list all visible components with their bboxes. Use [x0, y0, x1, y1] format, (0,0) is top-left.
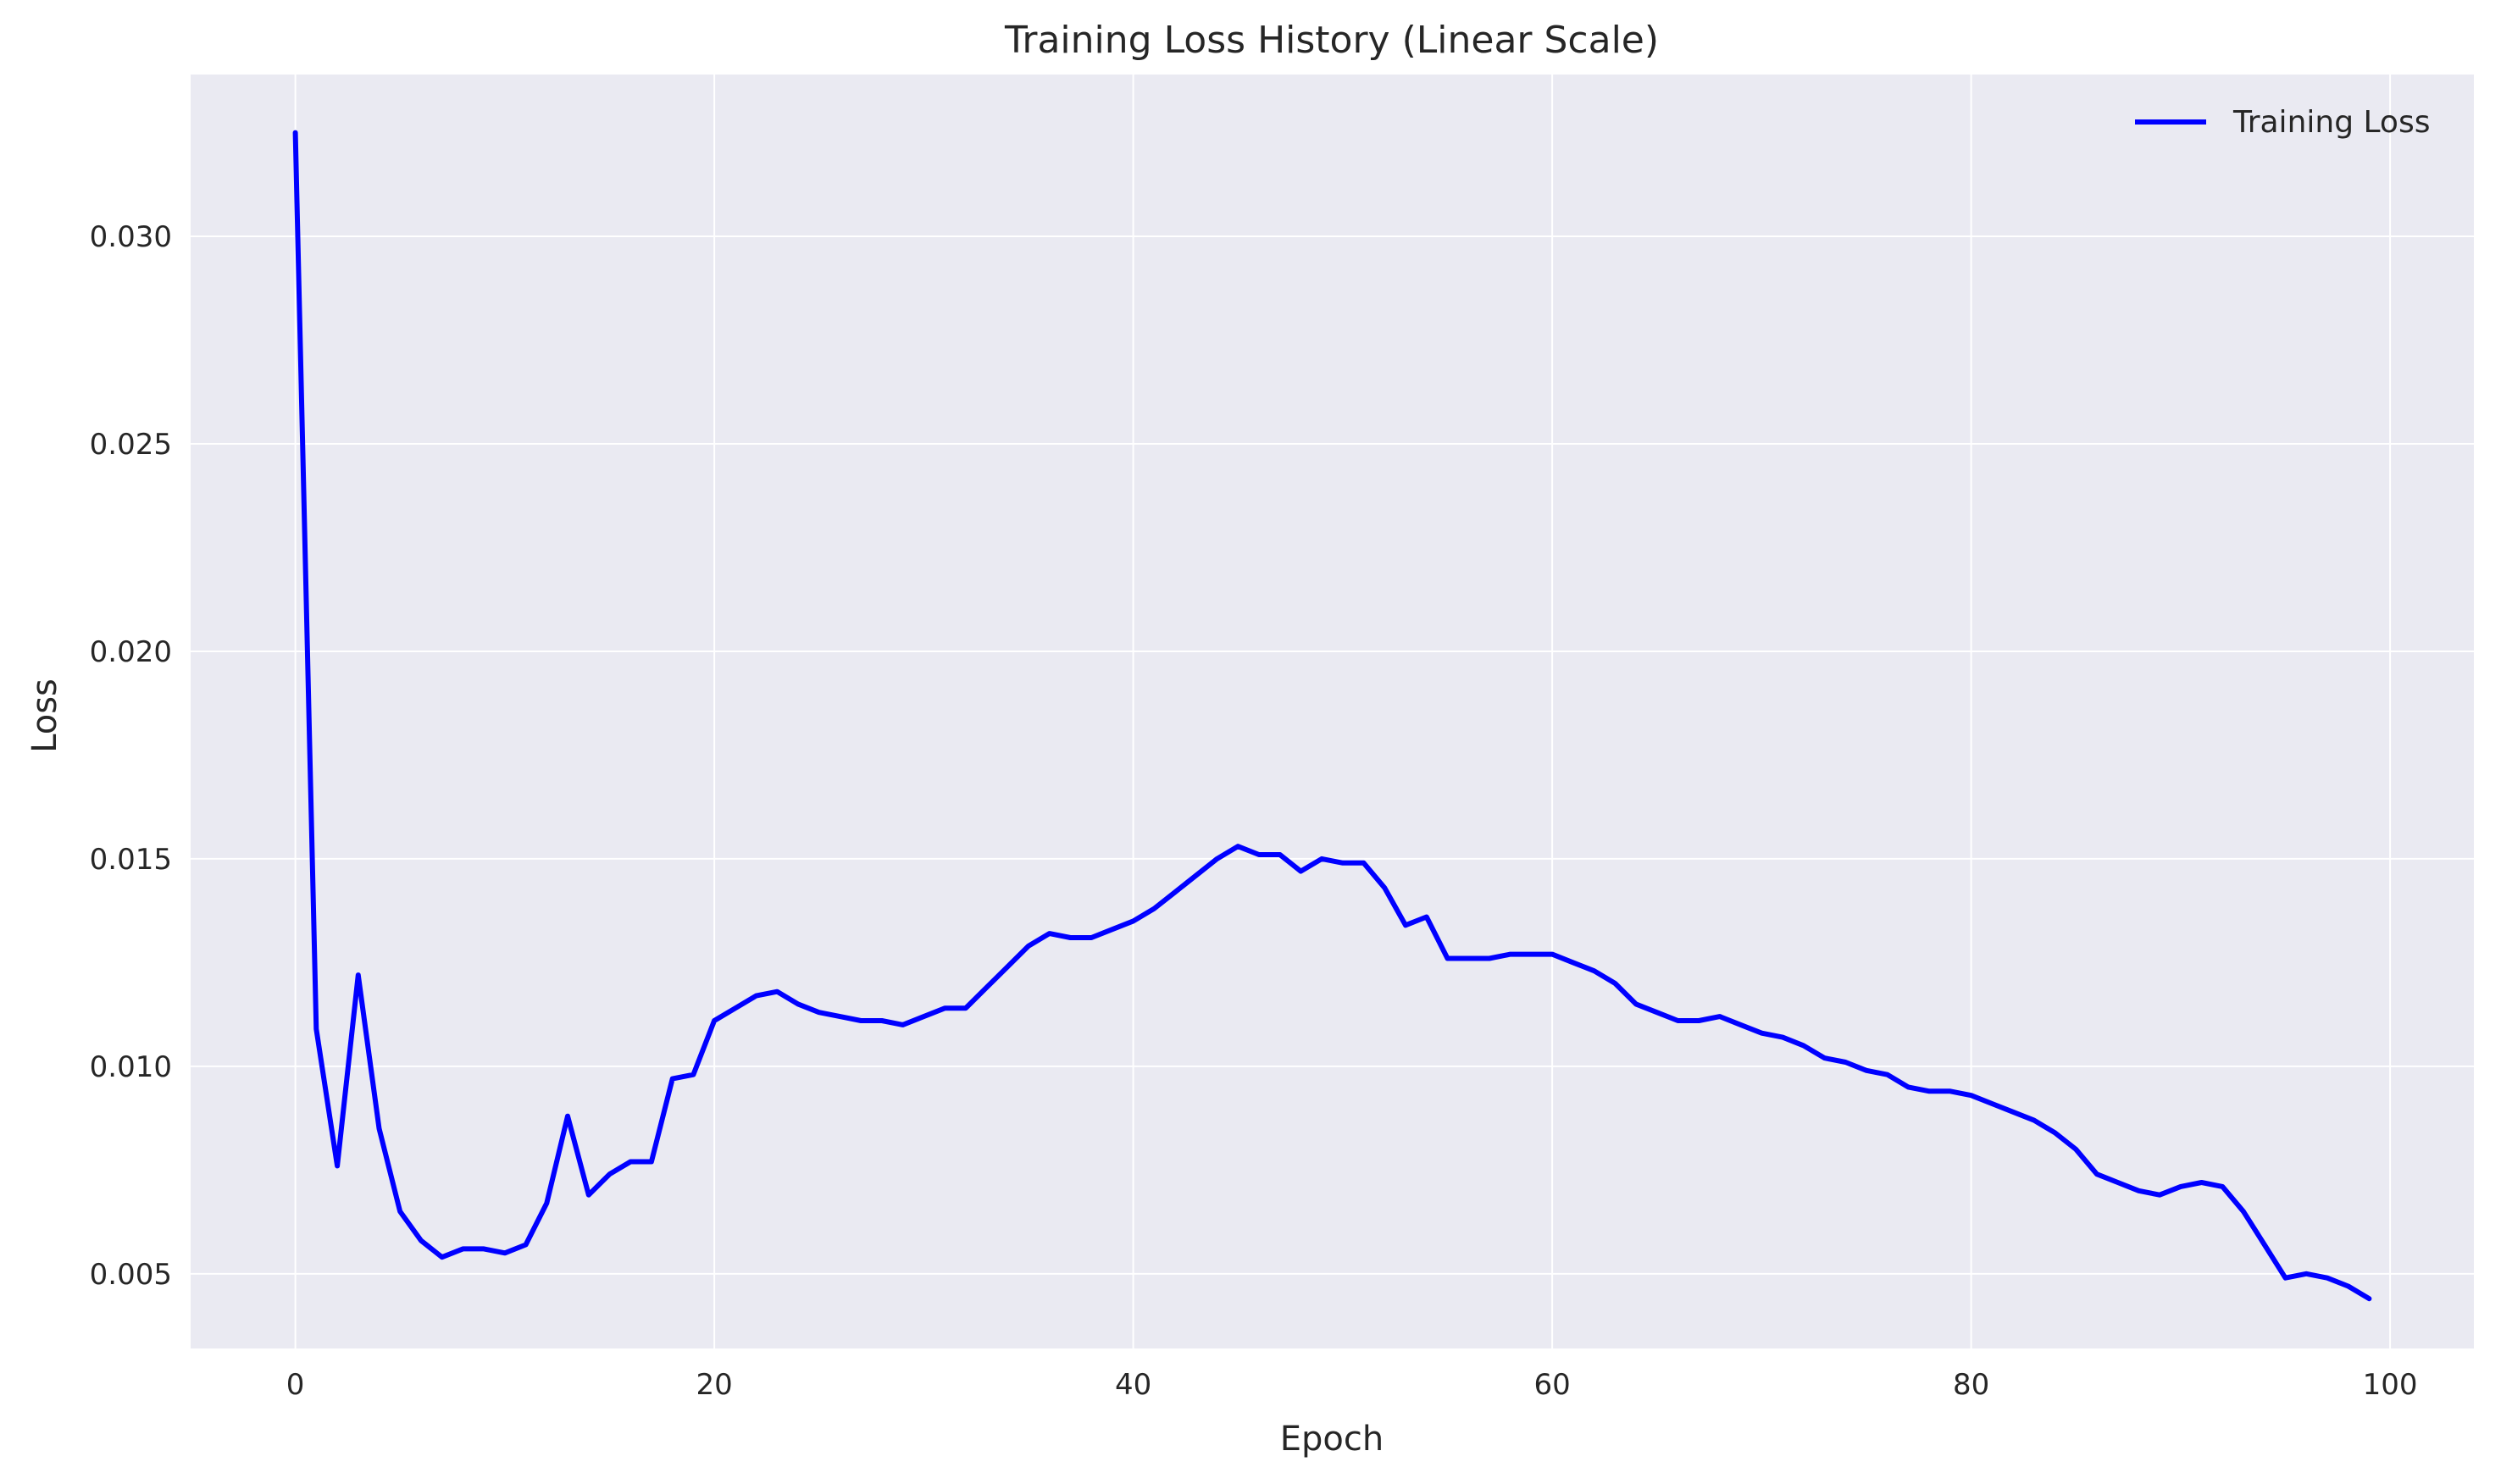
x-tick-label: 100 — [2363, 1368, 2418, 1402]
plot-area — [191, 75, 2474, 1348]
series-layer — [292, 130, 2372, 1302]
y-axis-label: Loss — [25, 678, 64, 753]
x-axis-ticks: 0 20 40 60 80 100 — [286, 1368, 2418, 1402]
x-tick-label: 0 — [286, 1368, 305, 1402]
legend: Training Loss — [2135, 105, 2430, 140]
x-tick-label: 40 — [1115, 1368, 1151, 1402]
y-tick-label: 0.030 — [90, 220, 172, 254]
x-axis-label: Epoch — [1280, 1420, 1384, 1459]
legend-label-training-loss: Training Loss — [2232, 105, 2430, 140]
y-axis-ticks: 0.005 0.010 0.015 0.020 0.025 0.030 — [90, 220, 172, 1292]
x-tick-label: 60 — [1533, 1368, 1570, 1402]
y-tick-label: 0.020 — [90, 635, 172, 669]
y-tick-label: 0.025 — [90, 428, 172, 462]
chart-title: Training Loss History (Linear Scale) — [1004, 19, 1659, 62]
grid-lines — [191, 75, 2474, 1348]
x-tick-label: 80 — [1953, 1368, 1989, 1402]
y-tick-label: 0.015 — [90, 843, 172, 877]
y-tick-label: 0.005 — [90, 1258, 172, 1292]
series-line-training-loss — [292, 130, 2372, 1302]
y-tick-label: 0.010 — [90, 1050, 172, 1084]
x-tick-label: 20 — [696, 1368, 732, 1402]
